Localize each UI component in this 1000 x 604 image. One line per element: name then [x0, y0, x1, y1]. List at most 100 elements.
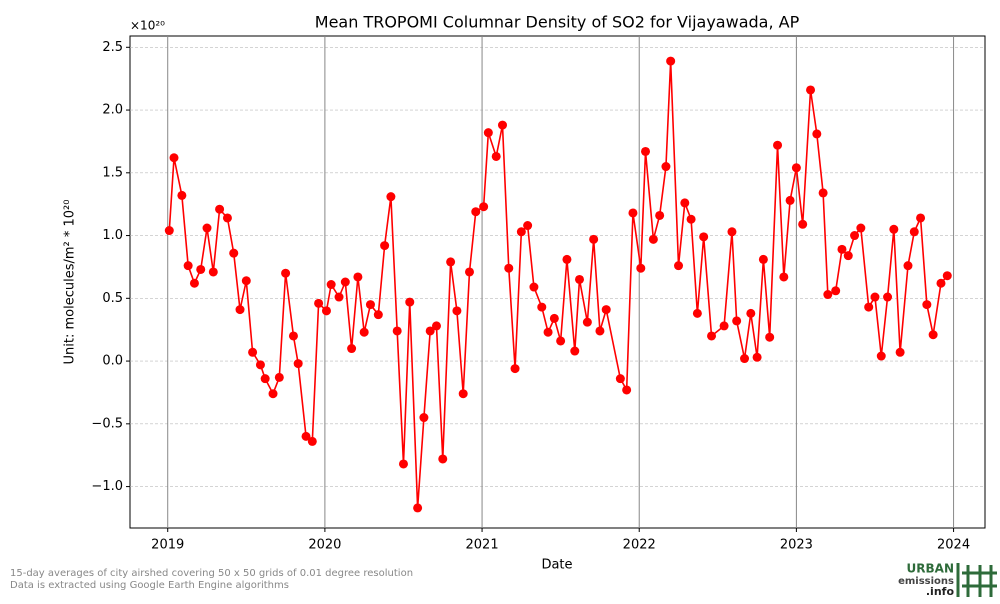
data-point — [556, 336, 566, 346]
data-point — [452, 306, 462, 316]
data-point — [779, 272, 789, 282]
data-point — [707, 331, 717, 341]
data-point — [666, 56, 676, 66]
data-point — [864, 302, 874, 312]
y-tick-label: 2.0 — [102, 103, 123, 118]
data-point — [380, 241, 390, 251]
data-point — [229, 248, 239, 258]
data-point — [235, 305, 245, 315]
data-point — [510, 364, 520, 374]
data-point — [655, 210, 665, 220]
logo-text: emissions — [898, 576, 954, 587]
data-point — [431, 321, 441, 331]
data-point — [537, 302, 547, 312]
chart-title: Mean TROPOMI Columnar Density of SO2 for… — [315, 13, 800, 32]
data-point — [359, 327, 369, 337]
data-point — [347, 344, 357, 354]
data-point — [307, 436, 317, 446]
data-point — [222, 213, 232, 223]
data-point — [648, 234, 658, 244]
y-tick-label: 0.0 — [102, 354, 123, 369]
data-point — [595, 326, 605, 336]
data-point — [758, 254, 768, 264]
data-point — [241, 276, 251, 286]
data-point — [274, 372, 284, 382]
data-point — [686, 214, 696, 224]
data-point — [746, 308, 756, 318]
data-point — [373, 310, 383, 320]
data-point — [183, 261, 193, 271]
logo-text: URBAN — [907, 562, 954, 576]
data-point — [765, 332, 775, 342]
data-point — [164, 226, 174, 236]
data-point — [255, 360, 265, 370]
data-point — [446, 257, 456, 267]
x-tick-label: 2019 — [151, 538, 184, 553]
data-point — [641, 146, 651, 156]
data-point — [405, 297, 415, 307]
footnote: Data is extracted using Google Earth Eng… — [10, 580, 289, 591]
data-point — [928, 330, 938, 340]
data-point — [674, 261, 684, 271]
data-point — [791, 163, 801, 173]
footnote: 15-day averages of city airshed covering… — [10, 568, 413, 579]
data-point — [288, 331, 298, 341]
data-point — [831, 286, 841, 296]
data-point — [413, 503, 423, 513]
plot-frame — [129, 35, 986, 529]
data-point — [334, 292, 344, 302]
data-point — [353, 272, 363, 282]
data-point — [727, 227, 737, 237]
data-point — [516, 227, 526, 237]
data-point — [248, 347, 258, 357]
x-tick-label: 2022 — [623, 538, 656, 553]
data-point — [215, 204, 225, 214]
y-tick-label: 1.5 — [102, 165, 123, 180]
x-axis-label: Date — [541, 558, 572, 573]
data-point — [895, 347, 905, 357]
data-point — [876, 351, 886, 361]
data-point — [491, 151, 501, 161]
data-point — [582, 317, 592, 327]
data-point — [169, 153, 179, 163]
data-point — [936, 278, 946, 288]
x-tick-label: 2021 — [466, 538, 499, 553]
data-point — [628, 208, 638, 218]
logo-mark — [956, 563, 997, 597]
data-point — [740, 354, 750, 364]
data-point — [293, 359, 303, 369]
data-point — [340, 277, 350, 287]
data-point — [575, 274, 585, 284]
data-point — [942, 271, 952, 281]
y-axis-label: Unit: molecules/m² * 10²⁰ — [63, 200, 78, 365]
data-point — [326, 280, 336, 290]
data-point — [699, 232, 709, 242]
data-point — [529, 282, 539, 292]
data-point — [314, 298, 324, 308]
logo-text: .info — [926, 585, 955, 598]
data-point — [386, 192, 396, 202]
data-point — [806, 85, 816, 95]
data-point — [570, 346, 580, 356]
data-point — [785, 195, 795, 205]
data-point — [680, 198, 690, 208]
data-point — [281, 268, 291, 278]
data-point — [823, 290, 833, 300]
data-point — [321, 306, 331, 316]
data-point — [812, 129, 822, 139]
data-point — [850, 231, 860, 241]
data-line — [168, 61, 948, 508]
data-point — [889, 224, 899, 234]
data-point — [615, 374, 625, 384]
y-tick-label: 0.5 — [102, 291, 123, 306]
y-tick-label: −0.5 — [91, 416, 123, 431]
data-point — [189, 278, 199, 288]
y-offset-label: ×10²⁰ — [130, 19, 165, 33]
data-point — [692, 308, 702, 318]
y-tick-label: 1.0 — [102, 228, 123, 243]
data-point — [208, 267, 218, 277]
data-point — [719, 321, 729, 331]
data-point — [196, 264, 206, 274]
